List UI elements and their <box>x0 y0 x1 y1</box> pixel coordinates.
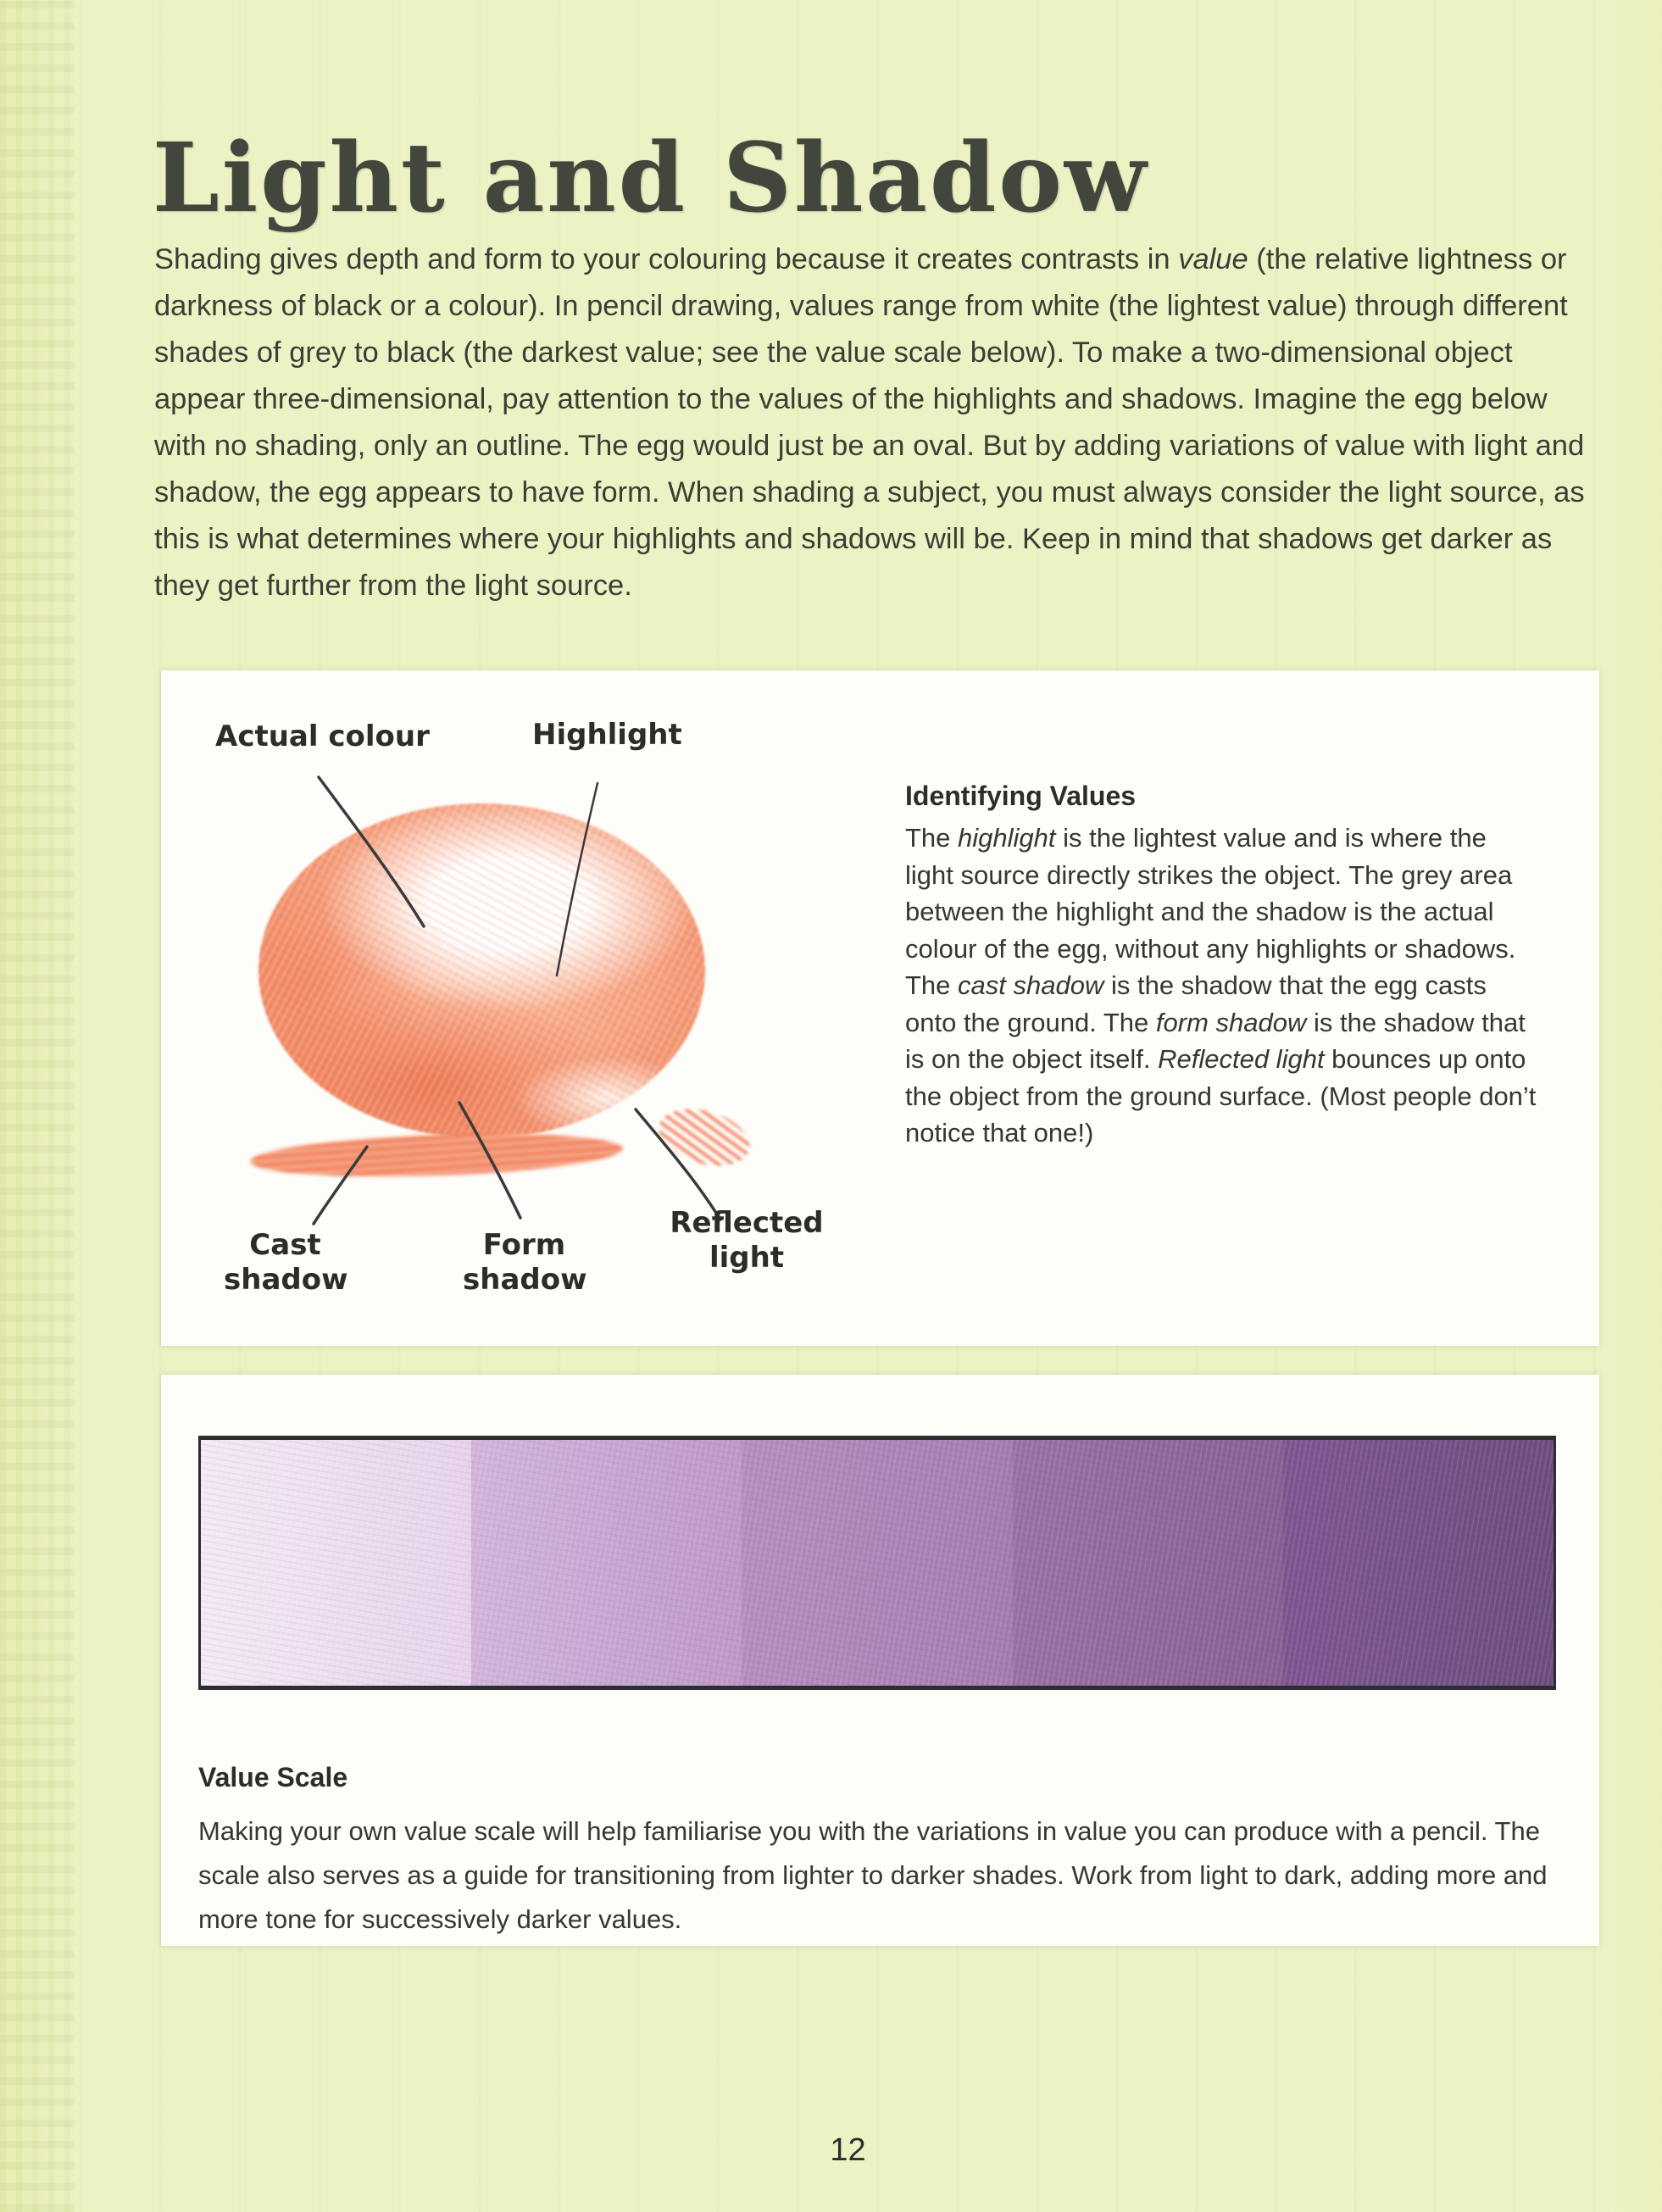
identifying-values-block: Identifying Values The highlight is the … <box>905 777 1539 1152</box>
value-scale-segment-5 <box>1282 1440 1554 1686</box>
annotation-line-cast-shadow <box>312 1145 369 1225</box>
annotation-lines <box>312 775 722 1225</box>
annotation-line-highlight <box>555 781 599 977</box>
intro-paragraph: Shading gives depth and form to your col… <box>154 242 1585 602</box>
label-actual-colour: Actual colour <box>215 720 430 753</box>
value-scale-strip <box>198 1436 1556 1690</box>
identifying-values-text: The highlight is the lightest value and … <box>905 823 1537 1148</box>
value-scale-segment-3 <box>742 1440 1013 1686</box>
page-left-edge-texture <box>0 0 75 2212</box>
value-scale-panel: Value Scale Making your own value scale … <box>161 1375 1599 1946</box>
egg-diagram-panel: Actual colour Highlight Cast shadow Form… <box>161 670 1599 1346</box>
page-number: 12 <box>830 2132 866 2168</box>
annotation-line-form-shadow <box>458 1101 522 1220</box>
value-scale-segment-2 <box>471 1440 742 1686</box>
label-form-shadow: Form shadow <box>463 1228 587 1297</box>
annotation-line-actual-colour <box>317 775 425 928</box>
label-highlight: Highlight <box>532 718 682 752</box>
value-scale-segment-1 <box>201 1440 472 1686</box>
label-cast-shadow: Cast shadow <box>224 1228 348 1297</box>
page-title: Light and Shadow <box>153 123 1149 235</box>
egg-illustration <box>258 803 705 1138</box>
label-reflected-light: Reflected light <box>670 1206 824 1275</box>
value-scale-segment-4 <box>1012 1440 1283 1686</box>
annotation-line-reflected-light <box>634 1108 722 1221</box>
value-scale-heading: Value Scale <box>198 1761 348 1792</box>
identifying-values-heading: Identifying Values <box>905 781 1137 811</box>
value-scale-text: Making your own value scale will help fa… <box>198 1816 1548 1934</box>
